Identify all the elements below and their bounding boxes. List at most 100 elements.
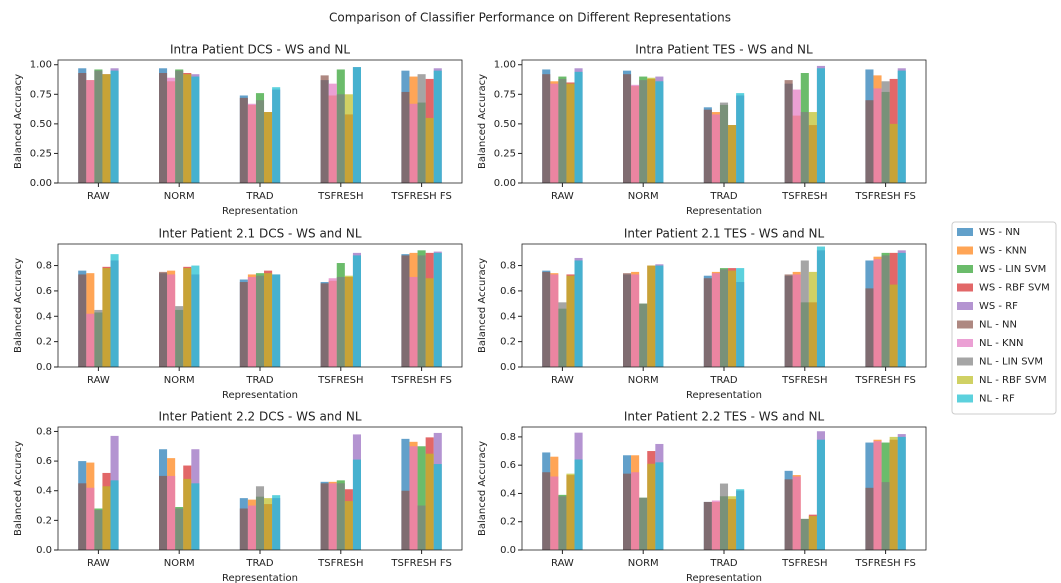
x-tick-label: TRAD (709, 375, 737, 386)
bar (792, 89, 801, 183)
bar (352, 67, 361, 183)
bar (719, 269, 729, 367)
bar (542, 271, 551, 367)
bar (655, 81, 664, 183)
bar (655, 265, 664, 367)
bar (542, 74, 551, 183)
y-axis-label: Balanced Accuracy (477, 74, 488, 169)
bar (159, 475, 168, 550)
bar (736, 93, 745, 183)
legend-label: NL - RBF SVM (979, 375, 1047, 386)
subplot-title: Inter Patient 2.1 TES - WS and NL (624, 227, 825, 241)
bar (897, 252, 906, 367)
bar (816, 68, 825, 183)
bar (639, 497, 648, 550)
bar (792, 476, 801, 550)
bar (433, 464, 442, 550)
bar (425, 117, 434, 183)
y-tick-label: 0.0 (500, 362, 516, 373)
bar (711, 114, 720, 183)
axes-frame (57, 59, 463, 184)
y-tick-label: 0.8 (500, 432, 516, 443)
bar (784, 80, 793, 183)
bar (566, 83, 575, 183)
bar (344, 275, 353, 367)
x-tick-label: TSFRESH (317, 191, 363, 202)
subplot-title: Inter Patient 2.2 TES - WS and NL (624, 410, 825, 424)
x-tick-label: TSFRESH FS (390, 191, 451, 202)
y-tick-label: 0.8 (500, 261, 516, 272)
bar (264, 498, 273, 550)
bar (336, 483, 345, 550)
bar (191, 483, 200, 550)
legend-label: NL - RF (979, 394, 1015, 405)
bar (191, 265, 200, 367)
y-tick-label: 0.50 (30, 119, 52, 130)
bar (102, 268, 111, 367)
x-tick-label: TSFRESH FS (854, 375, 915, 386)
bar (711, 273, 720, 367)
bar (550, 83, 559, 183)
x-tick-label: NORM (628, 375, 659, 386)
bar (703, 109, 712, 183)
x-tick-label: NORM (164, 375, 195, 386)
bar (889, 436, 898, 550)
bar (897, 70, 906, 183)
bar (433, 252, 442, 367)
y-tick-label: 1.00 (30, 60, 52, 71)
bar (183, 74, 192, 183)
x-axis-label: Representation (686, 390, 762, 401)
bar (320, 75, 329, 183)
bar (566, 473, 575, 550)
bar (574, 459, 583, 550)
legend-label: NL - NN (979, 320, 1017, 331)
bar (881, 482, 890, 550)
bar (264, 112, 273, 183)
bar (167, 475, 176, 550)
bar (86, 80, 95, 183)
bar (175, 508, 184, 550)
x-axis-label: Representation (686, 573, 762, 583)
bar (566, 275, 575, 367)
bar (647, 77, 656, 183)
legend-label: NL - LIN SVM (979, 357, 1043, 368)
legend-swatch (957, 339, 973, 347)
y-tick-label: 1.00 (494, 60, 516, 71)
y-tick-label: 0.0 (36, 545, 52, 556)
bar (417, 255, 426, 367)
bar (800, 112, 809, 183)
y-axis-label: Balanced Accuracy (477, 258, 488, 353)
bar (816, 246, 825, 367)
y-axis-label: Balanced Accuracy (13, 74, 24, 169)
bar (808, 516, 817, 550)
axes-frame (521, 59, 927, 184)
figure-title: Comparison of Classifier Performance on … (329, 11, 731, 25)
bar (889, 284, 898, 367)
y-tick-label: 0.25 (494, 148, 516, 159)
bar (417, 446, 426, 550)
bar (623, 473, 632, 550)
bar (881, 255, 890, 367)
legend-swatch (957, 320, 973, 329)
x-tick-label: TSFRESH (781, 191, 827, 202)
x-tick-label: TSFRESH (781, 558, 827, 569)
y-tick-label: 0.00 (494, 178, 516, 189)
bar (247, 276, 256, 367)
bar (623, 273, 632, 367)
bar (711, 500, 720, 550)
x-tick-label: TSFRESH (317, 375, 363, 386)
axes-frame (521, 426, 927, 551)
legend-swatch (957, 283, 973, 292)
bar (639, 80, 648, 183)
x-tick-label: TSFRESH (317, 558, 363, 569)
bar (255, 486, 265, 550)
bar (110, 70, 119, 183)
bar (94, 309, 103, 367)
bar (272, 87, 281, 183)
bar (417, 505, 426, 550)
bar (808, 271, 817, 367)
bar (736, 489, 745, 550)
bar (433, 70, 442, 183)
bar (550, 476, 559, 550)
bar (655, 462, 664, 550)
